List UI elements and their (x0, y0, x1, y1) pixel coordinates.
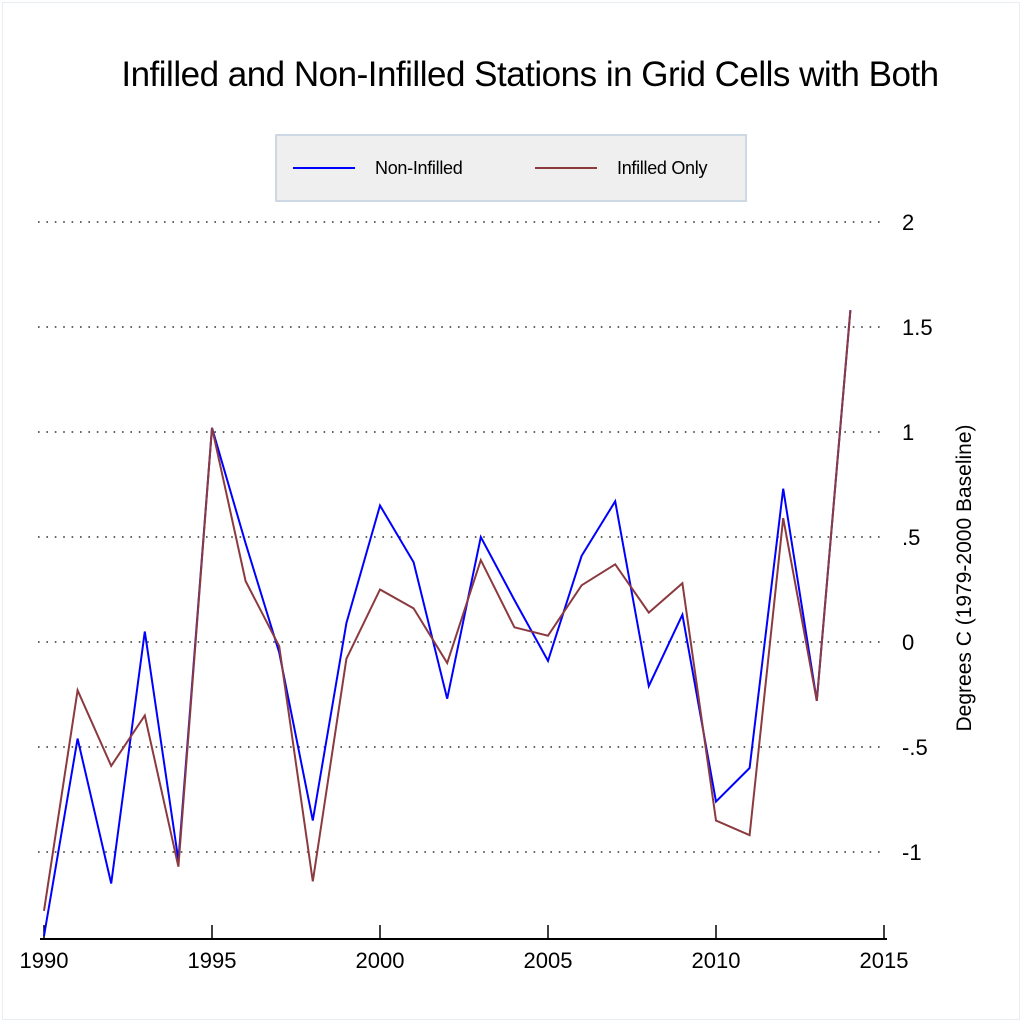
x-tick-label: 2015 (860, 948, 909, 973)
legend-swatch-infilled-only (535, 167, 597, 169)
y-tick-label: 0 (902, 630, 914, 655)
y-tick-label: -.5 (902, 735, 928, 760)
y-tick-label: 1 (902, 420, 914, 445)
y-tick-label: 1.5 (902, 315, 933, 340)
y-tick-label: 2 (902, 210, 914, 235)
chart-title: Infilled and Non-Infilled Stations in Gr… (121, 55, 939, 94)
x-tick-label: 2010 (692, 948, 741, 973)
y-tick-label: .5 (902, 525, 920, 550)
legend-swatch-non-infilled (293, 167, 355, 169)
y-axis: 21.51.50-.5-1 (902, 210, 933, 865)
legend-item-infilled-only: Infilled Only (535, 136, 707, 200)
gridlines (38, 221, 886, 853)
legend-label-non-infilled: Non-Infilled (375, 157, 463, 178)
x-tick-label: 2005 (524, 948, 573, 973)
series-line-infilled-only (43, 310, 852, 911)
y-tick-label: -1 (902, 840, 922, 865)
series-line-non-infilled (43, 310, 852, 937)
x-tick-label: 2000 (356, 948, 405, 973)
y-axis-label: Degrees C (1979-2000 Baseline) (953, 424, 976, 731)
legend-label-infilled-only: Infilled Only (617, 157, 708, 178)
x-tick-label: 1990 (20, 948, 69, 973)
x-axis: 1990 1995 2000 2005 2010 2015 (20, 925, 909, 973)
series-lines (43, 310, 852, 937)
x-tick-label: 1995 (188, 948, 237, 973)
legend: Non-Infilled Infilled Only (275, 134, 747, 202)
legend-item-non-infilled: Non-Infilled (293, 136, 463, 200)
